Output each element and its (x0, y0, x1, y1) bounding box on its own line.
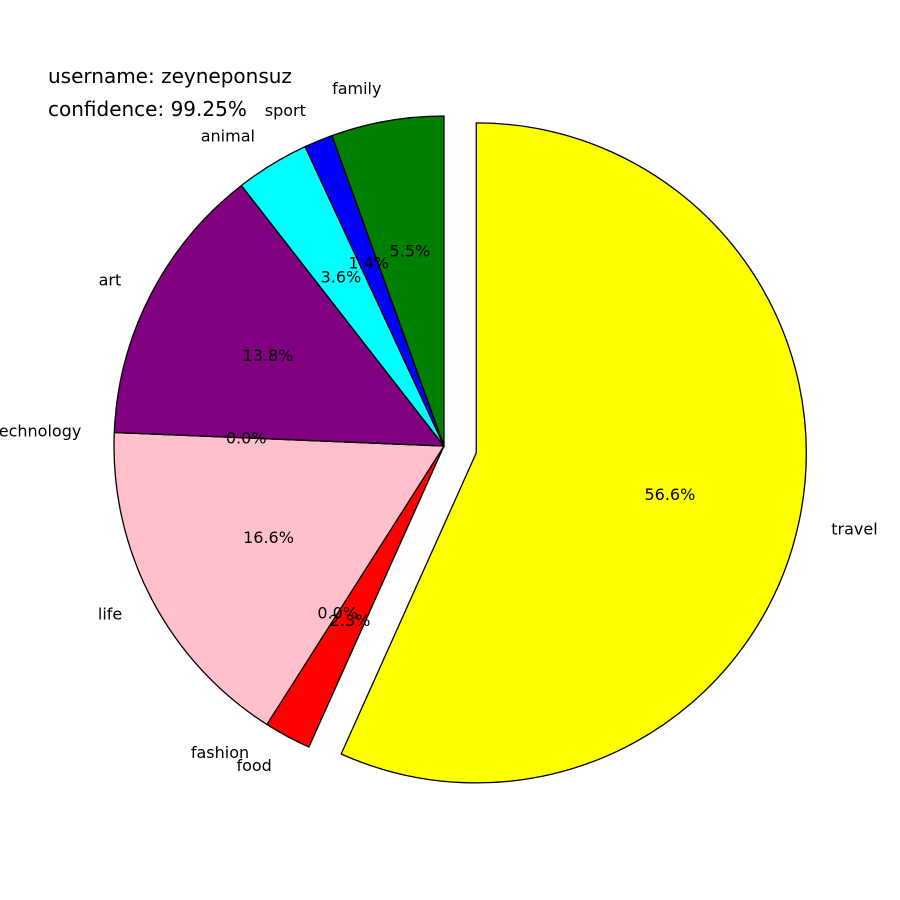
pie-slice-life (113, 431, 445, 726)
slice-percent-life: 16.6% (243, 528, 294, 547)
slice-label-family: family (332, 79, 381, 98)
pie-slice-travel (340, 122, 807, 784)
pie-slice-art (113, 184, 445, 447)
slice-label-animal: animal (201, 127, 255, 146)
pie-slice-family (331, 115, 445, 447)
username-text: username: zeyneponsuz (48, 64, 292, 88)
slice-label-sport: sport (265, 101, 306, 120)
slice-label-art: art (99, 270, 122, 289)
slice-percent-animal: 3.6% (321, 267, 362, 286)
slice-percent-sport: 1.4% (348, 253, 389, 272)
slice-percent-technology: 0.0% (226, 428, 267, 447)
pie-labels: travel 56.6% food 2.3% fashion 0.0% life 16.6% t… (0, 79, 878, 775)
confidence-text: confidence: 99.25% (48, 97, 247, 121)
slice-percent-travel: 56.6% (644, 485, 695, 504)
slice-label-travel: travel (831, 519, 877, 538)
slice-percent-food: 2.3% (330, 611, 371, 630)
slice-label-fashion: fashion (191, 743, 249, 762)
slice-percent-fashion: 0.0% (317, 604, 358, 623)
slice-label-technology: technology (0, 422, 81, 441)
slice-label-food: food (236, 756, 271, 775)
slice-label-life: life (98, 605, 122, 624)
slice-percent-art: 13.8% (243, 346, 294, 365)
slice-percent-family: 5.5% (390, 241, 431, 260)
pie-slices (113, 115, 807, 784)
